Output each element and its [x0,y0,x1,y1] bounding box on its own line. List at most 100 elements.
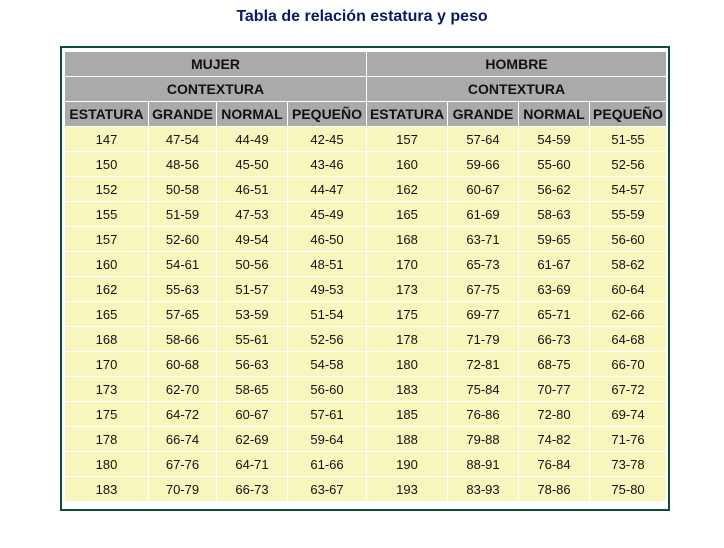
cell-grande-hombre: 69-77 [448,302,519,326]
cell-pequeno-mujer: 61-66 [288,452,367,476]
cell-grande-hombre: 63-71 [448,227,519,251]
cell-grande-mujer: 57-65 [149,302,216,326]
table-row: 170 60-68 56-63 54-58 180 72-81 68-75 66-70 [65,352,667,376]
cell-estatura-mujer: 180 [65,452,148,476]
cell-grande-hombre: 75-84 [448,377,519,401]
subheader-row: CONTEXTURA CONTEXTURA [65,77,667,101]
cell-estatura-mujer: 168 [65,327,148,351]
table-row: 165 57-65 53-59 51-54 175 69-77 65-71 62-66 [65,302,667,326]
table-row: 175 64-72 60-67 57-61 185 76-86 72-80 69-74 [65,402,667,426]
table-row: 157 52-60 49-54 46-50 168 63-71 59-65 56-60 [65,227,667,251]
cell-normal-hombre: 59-65 [519,227,590,251]
table-row: 152 50-58 46-51 44-47 162 60-67 56-62 54-57 [65,177,667,201]
cell-pequeno-hombre: 71-76 [590,427,667,451]
cell-pequeno-mujer: 63-67 [288,477,367,501]
cell-normal-hombre: 58-63 [519,202,590,226]
cell-pequeno-mujer: 44-47 [288,177,367,201]
cell-pequeno-hombre: 69-74 [590,402,667,426]
cell-pequeno-hombre: 58-62 [590,252,667,276]
table-row: 180 67-76 64-71 61-66 190 88-91 76-84 73-78 [65,452,667,476]
cell-normal-mujer: 56-63 [217,352,287,376]
cell-normal-mujer: 49-54 [217,227,287,251]
cell-normal-hombre: 70-77 [519,377,590,401]
cell-pequeno-mujer: 54-58 [288,352,367,376]
cell-normal-mujer: 53-59 [217,302,287,326]
table-row: 150 48-56 45-50 43-46 160 59-66 55-60 52-56 [65,152,667,176]
table-row: 160 54-61 50-56 48-51 170 65-73 61-67 58-62 [65,252,667,276]
cell-pequeno-mujer: 49-53 [288,277,367,301]
cell-normal-hombre: 55-60 [519,152,590,176]
cell-estatura-mujer: 173 [65,377,148,401]
cell-grande-hombre: 76-86 [448,402,519,426]
cell-grande-hombre: 65-73 [448,252,519,276]
cell-pequeno-hombre: 64-68 [590,327,667,351]
cell-estatura-mujer: 178 [65,427,148,451]
cell-grande-mujer: 51-59 [149,202,216,226]
column-header-grande: GRANDE [448,102,519,126]
cell-normal-mujer: 66-73 [217,477,287,501]
cell-normal-hombre: 56-62 [519,177,590,201]
cell-normal-mujer: 55-61 [217,327,287,351]
cell-estatura-mujer: 183 [65,477,148,501]
cell-estatura-hombre: 188 [367,427,448,451]
cell-pequeno-mujer: 51-54 [288,302,367,326]
cell-pequeno-mujer: 59-64 [288,427,367,451]
table-row: 147 47-54 44-49 42-45 157 57-64 54-59 51-55 [65,127,667,151]
cell-grande-hombre: 79-88 [448,427,519,451]
cell-pequeno-hombre: 62-66 [590,302,667,326]
cell-pequeno-hombre: 67-72 [590,377,667,401]
cell-pequeno-mujer: 56-60 [288,377,367,401]
table-row: 183 70-79 66-73 63-67 193 83-93 78-86 75-80 [65,477,667,501]
cell-estatura-mujer: 157 [65,227,148,251]
column-header-normal: NORMAL [217,102,287,126]
column-header-pequeno: PEQUEÑO [590,102,667,126]
cell-estatura-hombre: 183 [367,377,448,401]
table-body: 147 47-54 44-49 42-45 157 57-64 54-59 51-55 150 4… [65,127,667,501]
cell-grande-mujer: 48-56 [149,152,216,176]
cell-estatura-hombre: 173 [367,277,448,301]
group-header-mujer: MUJER [65,52,367,76]
cell-grande-mujer: 50-58 [149,177,216,201]
cell-pequeno-hombre: 66-70 [590,352,667,376]
cell-estatura-mujer: 147 [65,127,148,151]
cell-grande-hombre: 72-81 [448,352,519,376]
cell-estatura-mujer: 170 [65,352,148,376]
cell-estatura-hombre: 193 [367,477,448,501]
column-header-pequeno: PEQUEÑO [288,102,367,126]
group-header-row: MUJER HOMBRE [65,52,667,76]
cell-normal-hombre: 72-80 [519,402,590,426]
table-row: 162 55-63 51-57 49-53 173 67-75 63-69 60-64 [65,277,667,301]
cell-normal-mujer: 51-57 [217,277,287,301]
cell-grande-hombre: 57-64 [448,127,519,151]
cell-pequeno-mujer: 48-51 [288,252,367,276]
cell-normal-mujer: 50-56 [217,252,287,276]
cell-pequeno-hombre: 56-60 [590,227,667,251]
cell-grande-hombre: 88-91 [448,452,519,476]
cell-grande-mujer: 60-68 [149,352,216,376]
cell-pequeno-mujer: 42-45 [288,127,367,151]
cell-pequeno-hombre: 73-78 [590,452,667,476]
cell-estatura-mujer: 155 [65,202,148,226]
cell-normal-mujer: 64-71 [217,452,287,476]
cell-normal-mujer: 46-51 [217,177,287,201]
cell-estatura-mujer: 152 [65,177,148,201]
table-row: 173 62-70 58-65 56-60 183 75-84 70-77 67-72 [65,377,667,401]
cell-pequeno-mujer: 52-56 [288,327,367,351]
cell-pequeno-hombre: 60-64 [590,277,667,301]
cell-grande-hombre: 61-69 [448,202,519,226]
cell-normal-hombre: 66-73 [519,327,590,351]
table-row: 155 51-59 47-53 45-49 165 61-69 58-63 55-59 [65,202,667,226]
cell-estatura-hombre: 175 [367,302,448,326]
column-header-normal: NORMAL [519,102,590,126]
cell-estatura-hombre: 180 [367,352,448,376]
cell-estatura-mujer: 175 [65,402,148,426]
cell-estatura-mujer: 160 [65,252,148,276]
cell-estatura-hombre: 170 [367,252,448,276]
cell-pequeno-hombre: 75-80 [590,477,667,501]
column-header-estatura: ESTATURA [65,102,148,126]
cell-normal-hombre: 54-59 [519,127,590,151]
cell-grande-mujer: 66-74 [149,427,216,451]
subheader-contextura-mujer: CONTEXTURA [65,77,367,101]
cell-grande-mujer: 70-79 [149,477,216,501]
cell-grande-mujer: 55-63 [149,277,216,301]
